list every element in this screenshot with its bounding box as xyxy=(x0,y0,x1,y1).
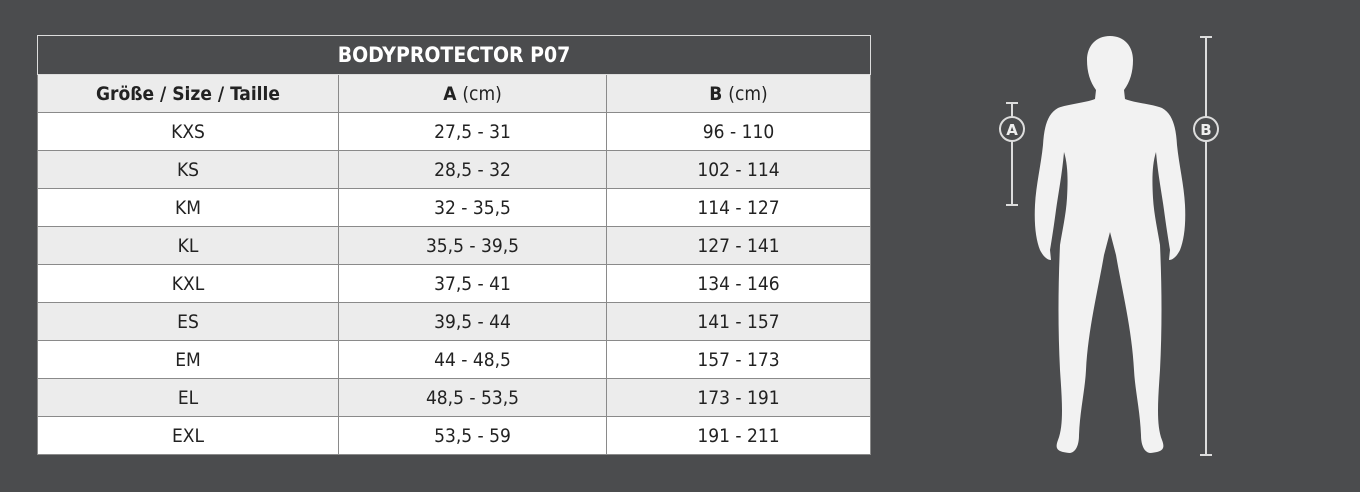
cell-size: ES xyxy=(37,302,339,341)
measure-a-bar xyxy=(999,36,1219,456)
label-b: B xyxy=(1200,121,1211,139)
table-row: EL 48,5 - 53,5 173 - 191 xyxy=(37,378,871,417)
label-a: A xyxy=(1006,121,1018,139)
cell-b: 191 - 211 xyxy=(606,416,871,455)
cell-b: 96 - 110 xyxy=(606,112,871,151)
cell-a: 27,5 - 31 xyxy=(338,112,607,151)
cell-size: EXL xyxy=(37,416,339,455)
cell-size: KL xyxy=(37,226,339,265)
table-row: KL 35,5 - 39,5 127 - 141 xyxy=(37,226,871,265)
table-title: BODYPROTECTOR P07 xyxy=(37,35,871,75)
table-row: EXL 53,5 - 59 191 - 211 xyxy=(37,416,871,455)
cell-a: 48,5 - 53,5 xyxy=(338,378,607,417)
cell-size: EM xyxy=(37,340,339,379)
table-row: KM 32 - 35,5 114 - 127 xyxy=(37,188,871,227)
header-size: Größe / Size / Taille xyxy=(37,74,339,113)
cell-a: 35,5 - 39,5 xyxy=(338,226,607,265)
body-silhouette xyxy=(1034,36,1186,453)
cell-b: 114 - 127 xyxy=(606,188,871,227)
cell-a: 44 - 48,5 xyxy=(338,340,607,379)
table-row: KXS 27,5 - 31 96 - 110 xyxy=(37,112,871,151)
cell-a: 39,5 - 44 xyxy=(338,302,607,341)
cell-a: 53,5 - 59 xyxy=(338,416,607,455)
cell-size: EL xyxy=(37,378,339,417)
table-row: KS 28,5 - 32 102 - 114 xyxy=(37,150,871,189)
cell-size: KS xyxy=(37,150,339,189)
cell-b: 134 - 146 xyxy=(606,264,871,303)
cell-a: 28,5 - 32 xyxy=(338,150,607,189)
cell-size: KXS xyxy=(37,112,339,151)
size-chart-table: BODYPROTECTOR P07 Größe / Size / Taille … xyxy=(37,35,871,455)
cell-size: KM xyxy=(37,188,339,227)
cell-a: 32 - 35,5 xyxy=(338,188,607,227)
cell-b: 173 - 191 xyxy=(606,378,871,417)
header-b: B (cm) xyxy=(606,74,871,113)
cell-b: 102 - 114 xyxy=(606,150,871,189)
